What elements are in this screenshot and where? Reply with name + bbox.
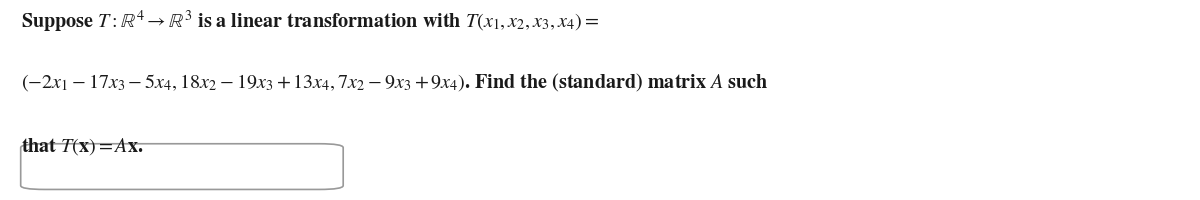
Text: Suppose $T : \mathbb{R}^4 \rightarrow \mathbb{R}^3$ is a linear transformation w: Suppose $T : \mathbb{R}^4 \rightarrow \m…: [20, 9, 599, 35]
FancyBboxPatch shape: [20, 144, 343, 189]
Text: that $T(\mathbf{x}) = A\mathbf{x}$.: that $T(\mathbf{x}) = A\mathbf{x}$.: [20, 136, 143, 157]
Text: $(-2x_1 - 17x_3 - 5x_4, 18x_2 - 19x_3 + 13x_4, 7x_2 - 9x_3 + 9x_4)$. Find the (s: $(-2x_1 - 17x_3 - 5x_4, 18x_2 - 19x_3 + …: [20, 72, 768, 94]
